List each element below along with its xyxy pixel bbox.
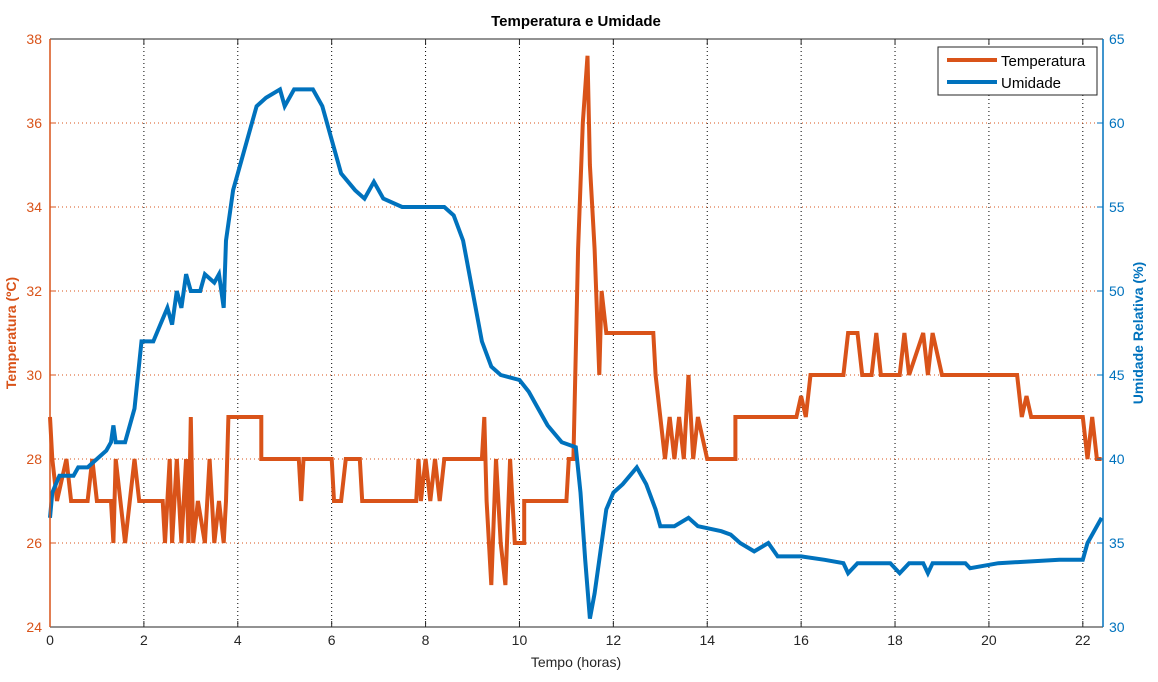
- x-tick-label: 12: [606, 632, 622, 648]
- x-tick-label: 20: [981, 632, 997, 648]
- axes: 0 2 4 6 8 10 12 14 16 18 20 22242628303234363830354…: [26, 31, 1124, 648]
- y-right-tick-label: 30: [1109, 619, 1125, 635]
- series-line-temperatura: [48, 55, 1102, 586]
- legend-box: [937, 46, 1098, 96]
- y-left-tick-label: 24: [26, 619, 42, 635]
- y-right-tick-label: 55: [1109, 199, 1125, 215]
- x-tick-label: 16: [793, 632, 809, 648]
- y-left-tick-label: 30: [26, 367, 42, 383]
- x-tick-label: 6: [328, 632, 336, 648]
- y-right-tick-label: 65: [1109, 31, 1125, 47]
- y-axis-left-label: Temperatura (ºC): [3, 277, 19, 389]
- series-group: [48, 55, 1104, 619]
- y-left-tick-label: 32: [26, 283, 42, 299]
- x-tick-label: 4: [234, 632, 242, 648]
- series-line-umidade: [48, 86, 1104, 619]
- y-left-tick-label: 38: [26, 31, 42, 47]
- y-left-tick-label: 28: [26, 451, 42, 467]
- y-left-tick-label: 26: [26, 535, 42, 551]
- x-tick-label: 2: [140, 632, 148, 648]
- x-tick-label: 0: [46, 632, 54, 648]
- x-axis-label: Tempo (horas): [531, 654, 621, 670]
- y-right-tick-label: 45: [1109, 367, 1125, 383]
- y-axis-right-label: Umidade Relativa (%): [1130, 262, 1146, 404]
- legend-label-umidade: Umidade: [1001, 75, 1061, 92]
- x-tick-label: 8: [422, 632, 430, 648]
- y-right-tick-label: 35: [1109, 535, 1125, 551]
- y-right-tick-label: 40: [1109, 451, 1125, 467]
- y-left-tick-label: 36: [26, 115, 42, 131]
- x-tick-label: 22: [1075, 632, 1091, 648]
- x-tick-label: 18: [887, 632, 903, 648]
- x-tick-label: 14: [699, 632, 715, 648]
- y-left-tick-label: 34: [26, 199, 42, 215]
- legend-label-temperatura: Temperatura: [1001, 53, 1086, 70]
- y-right-tick-label: 50: [1109, 283, 1125, 299]
- legend: Temperatura Umidade: [937, 46, 1098, 96]
- y-right-tick-label: 60: [1109, 115, 1125, 131]
- chart-title: Temperatura e Umidade: [491, 13, 661, 30]
- x-tick-label: 10: [512, 632, 528, 648]
